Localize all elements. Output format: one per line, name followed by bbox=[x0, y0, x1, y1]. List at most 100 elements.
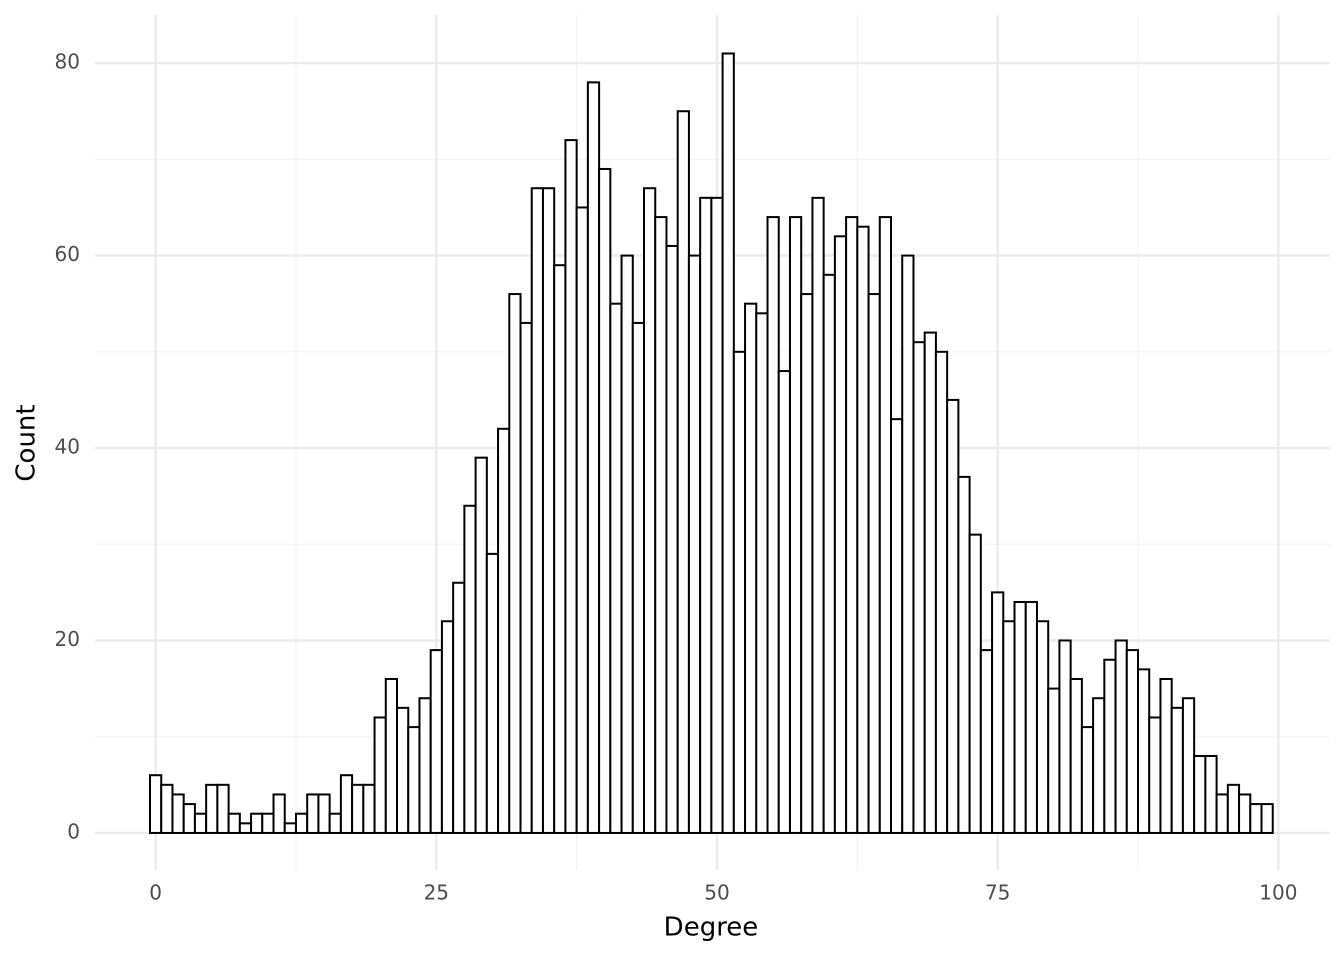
bar bbox=[732, 350, 747, 834]
bar bbox=[631, 321, 646, 834]
bar bbox=[620, 254, 634, 834]
bar bbox=[261, 812, 275, 834]
bar bbox=[811, 196, 825, 834]
bar bbox=[777, 370, 791, 834]
bar bbox=[429, 649, 443, 834]
bar bbox=[833, 235, 848, 834]
bar bbox=[901, 254, 915, 834]
bar bbox=[788, 216, 803, 834]
bar bbox=[519, 321, 533, 834]
bar bbox=[317, 793, 331, 834]
bar bbox=[205, 783, 219, 834]
bar bbox=[586, 81, 601, 834]
bar bbox=[643, 187, 657, 834]
bar bbox=[912, 341, 926, 834]
bar bbox=[182, 803, 196, 834]
bar bbox=[1047, 687, 1061, 834]
bar bbox=[878, 216, 893, 834]
bar bbox=[339, 774, 354, 834]
bar bbox=[1092, 697, 1106, 834]
bar bbox=[238, 822, 253, 834]
bar bbox=[541, 187, 556, 834]
bar bbox=[1103, 658, 1117, 834]
bar bbox=[149, 774, 163, 834]
bar bbox=[216, 783, 230, 834]
bar bbox=[923, 331, 937, 834]
bar bbox=[1204, 754, 1218, 834]
bar bbox=[294, 812, 309, 834]
bar bbox=[373, 716, 387, 834]
x-tick-label: 50 bbox=[704, 881, 729, 905]
bar bbox=[1035, 620, 1050, 834]
bar bbox=[946, 398, 960, 834]
bar bbox=[665, 244, 679, 834]
bar bbox=[328, 812, 342, 834]
bar bbox=[845, 216, 859, 834]
bar bbox=[1260, 803, 1274, 834]
bar bbox=[452, 581, 466, 834]
bar bbox=[1148, 716, 1162, 834]
bar bbox=[407, 726, 421, 834]
bar bbox=[1069, 677, 1083, 834]
y-tick-label: 60 bbox=[55, 242, 80, 266]
bar bbox=[575, 206, 589, 834]
bar bbox=[485, 552, 500, 834]
bar bbox=[1249, 803, 1263, 834]
bar bbox=[609, 302, 623, 834]
bar bbox=[1114, 639, 1128, 834]
bar bbox=[171, 793, 185, 834]
x-tick-label: 25 bbox=[424, 881, 449, 905]
bar bbox=[1002, 620, 1016, 834]
bar bbox=[227, 812, 241, 834]
bar bbox=[160, 783, 174, 834]
x-tick-label: 0 bbox=[149, 881, 162, 905]
bar bbox=[744, 302, 758, 834]
bar bbox=[530, 187, 544, 834]
bar bbox=[463, 504, 477, 834]
bar bbox=[193, 812, 208, 834]
bar bbox=[1215, 793, 1229, 834]
bar bbox=[440, 620, 455, 834]
bar bbox=[1226, 783, 1241, 834]
bar bbox=[1159, 677, 1173, 834]
bar bbox=[553, 264, 567, 834]
bar bbox=[396, 706, 410, 834]
x-tick-label: 75 bbox=[985, 881, 1010, 905]
bar bbox=[699, 196, 713, 834]
bar bbox=[351, 783, 365, 834]
bar bbox=[890, 418, 904, 834]
bar bbox=[1125, 649, 1140, 834]
y-tick-label: 80 bbox=[55, 50, 80, 74]
bar bbox=[250, 812, 264, 834]
bar bbox=[1181, 697, 1196, 834]
bar bbox=[384, 677, 399, 834]
x-axis-label: Degree bbox=[664, 913, 759, 943]
bar bbox=[508, 293, 522, 834]
bar bbox=[856, 225, 870, 834]
bar bbox=[1137, 668, 1151, 834]
bar bbox=[968, 533, 982, 834]
y-tick-label: 40 bbox=[55, 435, 80, 459]
bar bbox=[1193, 754, 1207, 834]
bar bbox=[676, 110, 690, 834]
bar bbox=[710, 196, 724, 834]
bar bbox=[362, 783, 376, 834]
bar bbox=[1013, 601, 1027, 834]
y-axis-label: Count bbox=[12, 404, 42, 481]
bar bbox=[1058, 639, 1072, 834]
bar bbox=[1080, 726, 1095, 834]
bar bbox=[800, 293, 814, 834]
bar bbox=[283, 822, 297, 834]
bar bbox=[822, 273, 836, 834]
y-tick-label: 0 bbox=[67, 819, 80, 843]
bar bbox=[598, 167, 612, 834]
bar bbox=[755, 312, 769, 834]
bar bbox=[766, 216, 780, 834]
bar bbox=[721, 52, 735, 834]
bar bbox=[306, 793, 320, 834]
bar bbox=[934, 350, 949, 834]
bar bbox=[1170, 706, 1184, 834]
bar bbox=[1024, 601, 1038, 834]
bar bbox=[1238, 793, 1252, 834]
bar bbox=[564, 139, 578, 834]
